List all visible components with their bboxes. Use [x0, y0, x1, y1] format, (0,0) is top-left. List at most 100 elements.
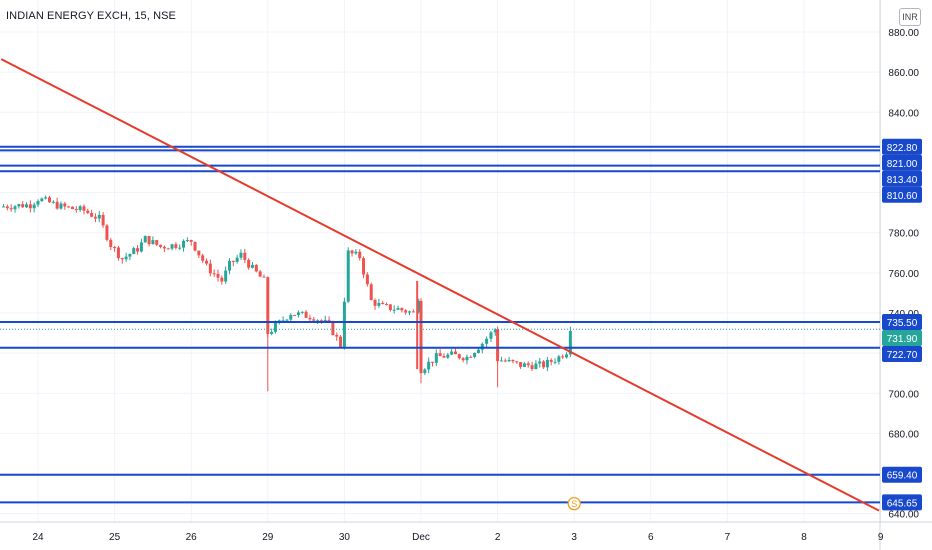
candle-body: [519, 362, 523, 367]
candle-body: [13, 206, 17, 210]
candle-body: [228, 260, 231, 271]
candle-body: [369, 284, 373, 301]
price-tick-label: 780.00: [888, 229, 919, 240]
candle-body: [511, 359, 515, 362]
price-tick-label: 880.00: [888, 28, 919, 39]
price-tick-label: 700.00: [888, 389, 919, 400]
price-tick-label: 760.00: [888, 269, 919, 280]
time-tick-label: 3: [571, 532, 577, 543]
candle-body: [285, 319, 289, 321]
candle-body: [116, 247, 120, 259]
candle-body: [538, 361, 542, 364]
price-tag-label: 731.90: [887, 334, 918, 345]
candle-body: [36, 201, 40, 205]
candle-body: [499, 360, 503, 362]
candle-body: [25, 204, 29, 208]
candle-body: [408, 311, 412, 313]
candle-body: [430, 361, 434, 363]
candle-body: [485, 338, 489, 344]
candle-body: [2, 206, 6, 208]
time-tick-label: 30: [339, 532, 351, 543]
candle-body: [438, 353, 442, 357]
price-tick-label: 860.00: [888, 68, 919, 79]
time-tick-label: 7: [725, 532, 731, 543]
candle-body: [534, 363, 538, 370]
candle-body: [250, 264, 254, 268]
price-tag-label: 659.40: [887, 471, 918, 482]
candle-body: [308, 317, 312, 320]
candle-body: [178, 247, 182, 249]
candle-body: [450, 351, 454, 355]
candle-body: [354, 251, 358, 254]
candle-body: [281, 320, 285, 322]
time-tick-label: 26: [186, 532, 198, 543]
candle-body: [327, 319, 331, 322]
candle-body: [273, 323, 277, 332]
candle-body: [385, 304, 389, 306]
candle-body: [55, 201, 59, 209]
candle-body: [289, 314, 293, 320]
candle-body: [473, 352, 477, 357]
candle-body: [185, 239, 189, 241]
time-tick-label: 29: [262, 532, 274, 543]
candle-body: [21, 204, 25, 208]
candle-body: [392, 309, 396, 311]
candle-body: [5, 206, 9, 209]
candle-body: [469, 356, 473, 358]
price-tag-label: 810.60: [887, 191, 918, 202]
candle-body: [258, 271, 262, 277]
candle-body: [193, 241, 197, 251]
candle-body: [78, 206, 82, 210]
candle-body: [235, 257, 239, 262]
candle-body: [120, 258, 124, 260]
candle-body: [373, 300, 377, 306]
candle-body: [147, 236, 151, 245]
currency-button[interactable]: INR: [899, 8, 921, 26]
candle-body: [358, 251, 362, 259]
candle-body: [70, 206, 74, 210]
candle-body: [442, 356, 446, 358]
time-tick-label: 9: [878, 532, 884, 543]
candle-body: [339, 336, 343, 347]
candle-body: [304, 311, 308, 318]
time-tick-label: 2: [495, 532, 501, 543]
candle-body: [493, 329, 497, 333]
dividend-marker-icon: [567, 496, 581, 511]
candle-body: [565, 354, 569, 358]
candle-body: [239, 252, 243, 258]
candle-body: [377, 302, 381, 306]
candle-body: [266, 277, 270, 334]
candle-body: [381, 302, 385, 305]
candle-body: [434, 353, 438, 363]
candle-body: [542, 361, 546, 368]
candle-body: [496, 329, 500, 362]
candle-body: [224, 270, 228, 282]
time-tick-label: 6: [648, 532, 654, 543]
candle-body: [489, 332, 493, 339]
price-tag-label: 822.80: [887, 143, 918, 154]
price-tag-label: 813.40: [887, 175, 918, 186]
candle-body: [300, 311, 304, 313]
candle-body: [132, 248, 136, 255]
candle-body: [208, 263, 212, 274]
candle-body: [136, 248, 140, 252]
candle-body: [28, 204, 32, 209]
candle-body: [44, 197, 48, 199]
candle-body: [476, 349, 480, 353]
candle-body: [86, 210, 90, 214]
candle-body: [51, 201, 55, 203]
candle-body: [220, 277, 224, 282]
candle-body: [9, 208, 13, 210]
candle-body: [561, 356, 565, 358]
candle-body: [411, 311, 415, 313]
candle-body: [109, 239, 113, 248]
candle-body: [151, 240, 155, 245]
candle-body: [113, 247, 117, 249]
plot-area: [0, 58, 880, 512]
candle-body: [404, 310, 408, 313]
candle-body: [503, 360, 507, 362]
candle-body: [453, 351, 457, 355]
candle-body: [530, 365, 534, 370]
